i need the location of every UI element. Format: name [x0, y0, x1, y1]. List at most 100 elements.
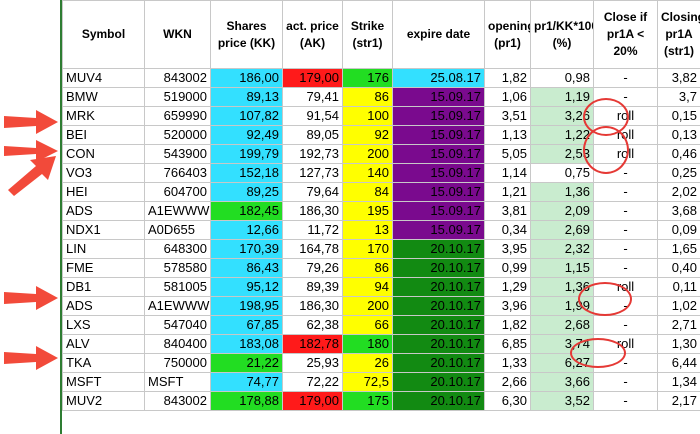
cell-act-price[interactable]: 89,05 — [282, 125, 343, 145]
cell-act-price[interactable]: 79,26 — [282, 258, 343, 278]
cell-closing[interactable]: 0,09 — [657, 220, 700, 240]
cell-wkn[interactable]: 519000 — [144, 87, 211, 107]
cell-symbol[interactable]: FME — [62, 258, 145, 278]
cell-pct[interactable]: 0,98 — [530, 68, 594, 88]
cell-strike[interactable]: 86 — [342, 87, 393, 107]
cell-wkn[interactable]: 547040 — [144, 315, 211, 335]
cell-symbol[interactable]: HEI — [62, 182, 145, 202]
cell-expire-date[interactable]: 15.09.17 — [392, 144, 485, 164]
cell-pct[interactable]: 3,66 — [530, 372, 594, 392]
header-wkn[interactable]: WKN — [144, 0, 211, 69]
header-shares-price[interactable]: Shares price (KK) — [210, 0, 283, 69]
cell-opening[interactable]: 1,33 — [484, 353, 531, 373]
cell-expire-date[interactable]: 15.09.17 — [392, 220, 485, 240]
cell-shares-price[interactable]: 183,08 — [210, 334, 283, 354]
cell-shares-price[interactable]: 21,22 — [210, 353, 283, 373]
cell-pct[interactable]: 1,36 — [530, 182, 594, 202]
header-closing[interactable]: Closing pr1A (str1) — [657, 0, 700, 69]
cell-expire-date[interactable]: 20.10.17 — [392, 258, 485, 278]
cell-close-if[interactable]: - — [593, 239, 658, 259]
cell-act-price[interactable]: 186,30 — [282, 296, 343, 316]
cell-wkn[interactable]: 843002 — [144, 68, 211, 88]
cell-act-price[interactable]: 179,00 — [282, 391, 343, 411]
cell-expire-date[interactable]: 15.09.17 — [392, 182, 485, 202]
cell-shares-price[interactable]: 95,12 — [210, 277, 283, 297]
cell-act-price[interactable]: 186,30 — [282, 201, 343, 221]
cell-opening[interactable]: 2,66 — [484, 372, 531, 392]
cell-pct[interactable]: 1,22 — [530, 125, 594, 145]
cell-wkn[interactable]: 766403 — [144, 163, 211, 183]
cell-shares-price[interactable]: 198,95 — [210, 296, 283, 316]
cell-expire-date[interactable]: 25.08.17 — [392, 68, 485, 88]
cell-wkn[interactable]: 578580 — [144, 258, 211, 278]
cell-expire-date[interactable]: 15.09.17 — [392, 201, 485, 221]
cell-act-price[interactable]: 72,22 — [282, 372, 343, 392]
cell-wkn[interactable]: A0D655 — [144, 220, 211, 240]
cell-strike[interactable]: 200 — [342, 144, 393, 164]
cell-opening[interactable]: 1,82 — [484, 315, 531, 335]
cell-symbol[interactable]: MUV2 — [62, 391, 145, 411]
cell-closing[interactable]: 0,25 — [657, 163, 700, 183]
cell-act-price[interactable]: 89,39 — [282, 277, 343, 297]
cell-act-price[interactable]: 182,78 — [282, 334, 343, 354]
cell-symbol[interactable]: ADS — [62, 201, 145, 221]
cell-wkn[interactable]: 604700 — [144, 182, 211, 202]
cell-act-price[interactable]: 127,73 — [282, 163, 343, 183]
cell-expire-date[interactable]: 15.09.17 — [392, 106, 485, 126]
cell-closing[interactable]: 0,46 — [657, 144, 700, 164]
header-act-price[interactable]: act. price (AK) — [282, 0, 343, 69]
cell-expire-date[interactable]: 20.10.17 — [392, 391, 485, 411]
cell-shares-price[interactable]: 67,85 — [210, 315, 283, 335]
cell-strike[interactable]: 180 — [342, 334, 393, 354]
cell-pct[interactable]: 1,19 — [530, 87, 594, 107]
cell-opening[interactable]: 3,96 — [484, 296, 531, 316]
cell-act-price[interactable]: 25,93 — [282, 353, 343, 373]
cell-wkn[interactable]: 520000 — [144, 125, 211, 145]
cell-symbol[interactable]: ALV — [62, 334, 145, 354]
cell-symbol[interactable]: MRK — [62, 106, 145, 126]
cell-shares-price[interactable]: 89,13 — [210, 87, 283, 107]
cell-strike[interactable]: 13 — [342, 220, 393, 240]
cell-wkn[interactable]: 648300 — [144, 239, 211, 259]
cell-shares-price[interactable]: 12,66 — [210, 220, 283, 240]
header-strike[interactable]: Strike (str1) — [342, 0, 393, 69]
cell-pct[interactable]: 2,69 — [530, 220, 594, 240]
cell-opening[interactable]: 1,14 — [484, 163, 531, 183]
cell-opening[interactable]: 6,30 — [484, 391, 531, 411]
cell-closing[interactable]: 3,68 — [657, 201, 700, 221]
cell-strike[interactable]: 175 — [342, 391, 393, 411]
cell-wkn[interactable]: 840400 — [144, 334, 211, 354]
cell-symbol[interactable]: BMW — [62, 87, 145, 107]
header-expire-date[interactable]: expire date — [392, 0, 485, 69]
cell-closing[interactable]: 2,71 — [657, 315, 700, 335]
cell-wkn[interactable]: 750000 — [144, 353, 211, 373]
cell-expire-date[interactable]: 20.10.17 — [392, 372, 485, 392]
cell-shares-price[interactable]: 74,77 — [210, 372, 283, 392]
cell-strike[interactable]: 66 — [342, 315, 393, 335]
cell-symbol[interactable]: LXS — [62, 315, 145, 335]
cell-wkn[interactable]: MSFT — [144, 372, 211, 392]
cell-shares-price[interactable]: 107,82 — [210, 106, 283, 126]
cell-strike[interactable]: 200 — [342, 296, 393, 316]
cell-close-if[interactable]: - — [593, 201, 658, 221]
cell-opening[interactable]: 1,06 — [484, 87, 531, 107]
cell-closing[interactable]: 2,02 — [657, 182, 700, 202]
cell-strike[interactable]: 26 — [342, 353, 393, 373]
cell-opening[interactable]: 0,34 — [484, 220, 531, 240]
cell-strike[interactable]: 140 — [342, 163, 393, 183]
cell-wkn[interactable]: 659990 — [144, 106, 211, 126]
cell-act-price[interactable]: 179,00 — [282, 68, 343, 88]
header-close-if[interactable]: Close if pr1A < 20% — [593, 0, 658, 69]
cell-closing[interactable]: 1,34 — [657, 372, 700, 392]
cell-opening[interactable]: 5,05 — [484, 144, 531, 164]
cell-strike[interactable]: 94 — [342, 277, 393, 297]
cell-shares-price[interactable]: 199,79 — [210, 144, 283, 164]
cell-symbol[interactable]: BEI — [62, 125, 145, 145]
cell-expire-date[interactable]: 15.09.17 — [392, 87, 485, 107]
cell-pct[interactable]: 2,09 — [530, 201, 594, 221]
cell-pct[interactable]: 1,15 — [530, 258, 594, 278]
cell-opening[interactable]: 0,99 — [484, 258, 531, 278]
cell-expire-date[interactable]: 20.10.17 — [392, 239, 485, 259]
cell-strike[interactable]: 72,5 — [342, 372, 393, 392]
cell-expire-date[interactable]: 15.09.17 — [392, 163, 485, 183]
